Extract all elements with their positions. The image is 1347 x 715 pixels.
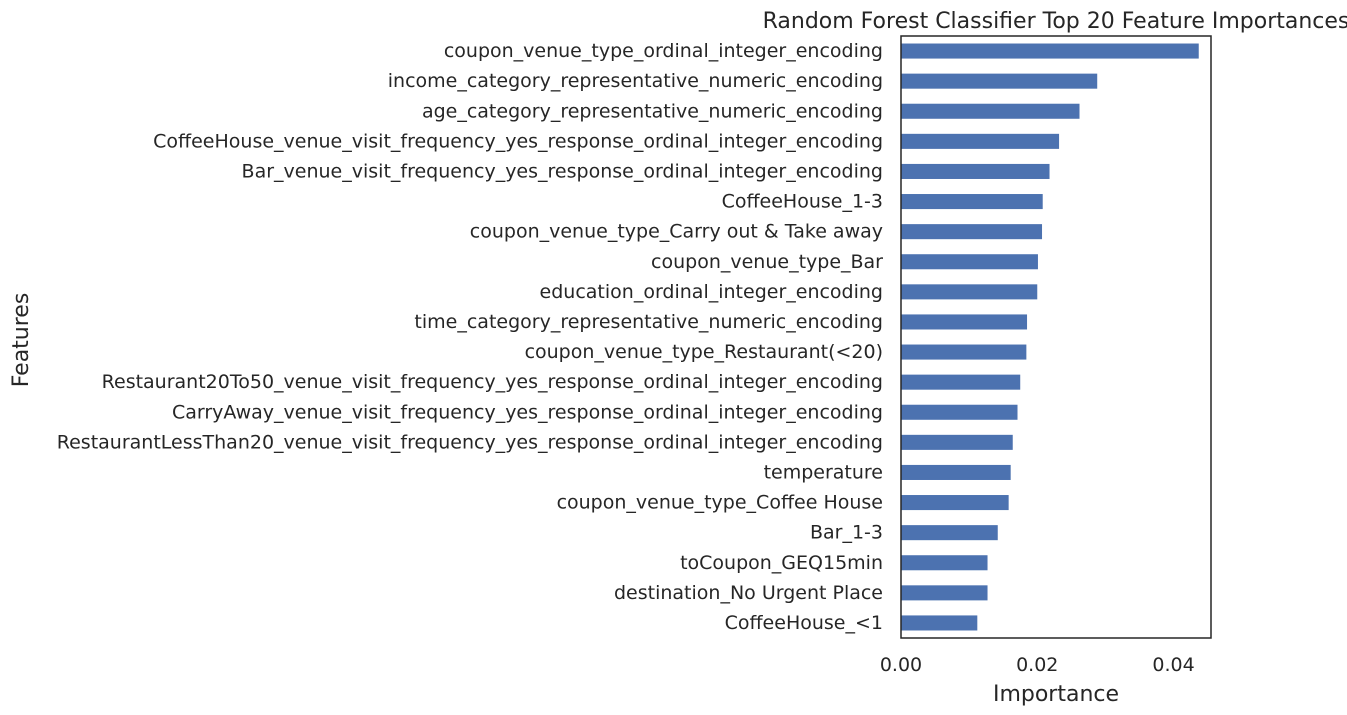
- bar: [901, 224, 1043, 240]
- bar: [901, 495, 1009, 511]
- category-label: CoffeeHouse_venue_visit_frequency_yes_re…: [153, 130, 883, 152]
- category-label: coupon_venue_type_Coffee House: [557, 492, 883, 514]
- category-label: education_ordinal_integer_encoding: [540, 281, 883, 303]
- bar: [901, 314, 1028, 330]
- category-label: CarryAway_venue_visit_frequency_yes_resp…: [172, 401, 883, 423]
- x-tick-label: 0.00: [880, 654, 922, 676]
- category-label: Restaurant20To50_venue_visit_frequency_y…: [102, 371, 883, 393]
- category-label: CoffeeHouse_1-3: [722, 191, 883, 213]
- category-label: coupon_venue_type_ordinal_integer_encodi…: [444, 40, 883, 62]
- category-labels: coupon_venue_type_ordinal_integer_encodi…: [57, 40, 883, 634]
- bar: [901, 525, 998, 541]
- bar: [901, 133, 1060, 149]
- category-label: time_category_representative_numeric_enc…: [414, 311, 883, 333]
- category-label: age_category_representative_numeric_enco…: [422, 100, 883, 122]
- category-label: temperature: [764, 461, 883, 483]
- bar: [901, 163, 1050, 179]
- chart-title: Random Forest Classifier Top 20 Feature …: [763, 9, 1347, 34]
- bar: [901, 284, 1038, 300]
- x-tick-label: 0.04: [1152, 654, 1194, 676]
- bar: [901, 404, 1018, 420]
- bar: [901, 344, 1027, 360]
- bar: [901, 555, 988, 571]
- bars-layer: [901, 43, 1199, 631]
- x-tick-labels: 0.00 0.02 0.04: [880, 654, 1195, 676]
- bar: [901, 434, 1013, 450]
- bar: [901, 73, 1098, 89]
- bar: [901, 585, 988, 601]
- category-label: RestaurantLessThan20_venue_visit_frequen…: [57, 431, 883, 453]
- bar: [901, 43, 1199, 59]
- bar: [901, 464, 1011, 480]
- category-label: destination_No Urgent Place: [614, 582, 883, 604]
- category-label: Bar_venue_visit_frequency_yes_response_o…: [242, 160, 883, 182]
- plot-frame: [900, 35, 1212, 639]
- category-label: coupon_venue_type_Bar: [651, 251, 883, 273]
- x-tick-label: 0.02: [1016, 654, 1058, 676]
- category-label: CoffeeHouse_<1: [725, 612, 883, 634]
- x-axis-label: Importance: [993, 682, 1119, 707]
- bar: [901, 194, 1043, 210]
- category-label: coupon_venue_type_Carry out & Take away: [470, 221, 883, 243]
- category-label: Bar_1-3: [810, 522, 883, 544]
- bar: [901, 254, 1038, 270]
- bar: [901, 374, 1021, 390]
- bar: [901, 103, 1080, 119]
- category-label: toCoupon_GEQ15min: [680, 552, 883, 574]
- y-axis-label: Features: [9, 293, 34, 388]
- category-label: income_category_representative_numeric_e…: [388, 70, 883, 92]
- bar: [901, 615, 978, 631]
- category-label: coupon_venue_type_Restaurant(<20): [525, 341, 883, 363]
